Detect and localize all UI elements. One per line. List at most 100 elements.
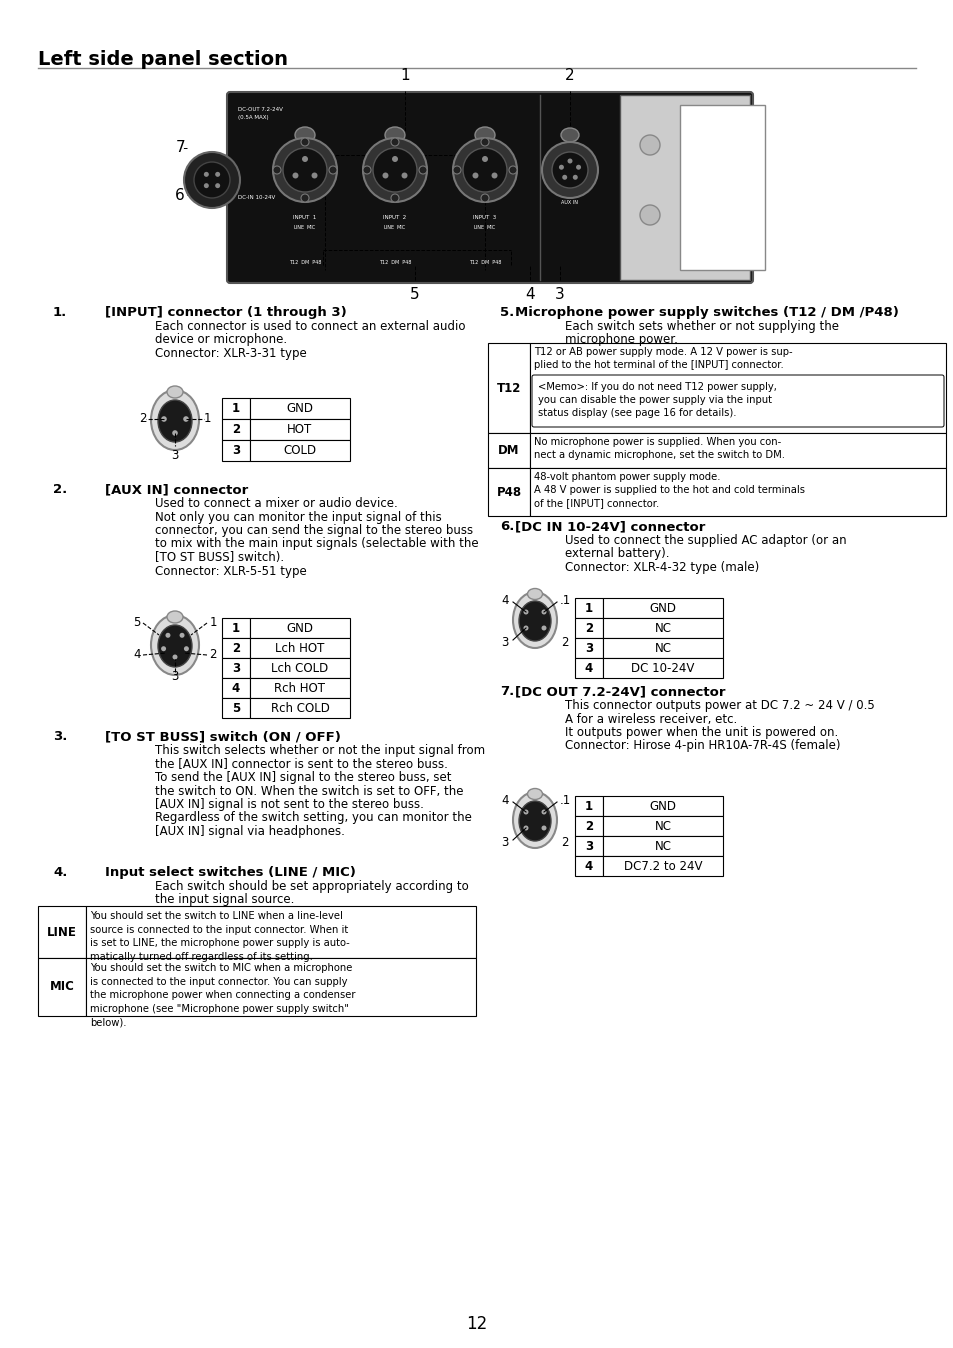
Text: 2: 2 [209,648,216,662]
FancyBboxPatch shape [222,678,250,698]
Circle shape [541,825,546,830]
Circle shape [215,183,220,189]
Circle shape [204,171,209,177]
Text: MIC: MIC [486,225,495,231]
Text: 2: 2 [139,412,147,426]
Circle shape [302,156,308,162]
Text: 48-volt phantom power supply mode.
A 48 V power is supplied to the hot and cold : 48-volt phantom power supply mode. A 48 … [534,472,804,508]
Circle shape [401,173,407,178]
Circle shape [301,137,309,146]
FancyBboxPatch shape [250,617,350,638]
FancyBboxPatch shape [86,906,476,958]
FancyBboxPatch shape [86,958,476,1016]
FancyBboxPatch shape [602,856,722,876]
Text: Left side panel section: Left side panel section [38,50,288,69]
Circle shape [472,173,478,178]
Text: P48: P48 [496,485,521,499]
Circle shape [689,205,709,225]
FancyBboxPatch shape [222,419,250,439]
Text: 4: 4 [584,860,593,872]
Text: [DC OUT 7.2-24V] connector: [DC OUT 7.2-24V] connector [515,685,724,698]
Text: Connector: XLR-5-51 type: Connector: XLR-5-51 type [154,565,307,577]
Ellipse shape [385,127,405,143]
Text: Microphone power supply switches (T12 / DM /P48): Microphone power supply switches (T12 / … [515,306,898,319]
Text: 5: 5 [133,616,140,630]
Text: 2: 2 [560,836,568,848]
Circle shape [639,205,659,225]
Text: LINE: LINE [473,225,484,231]
Text: 3: 3 [584,642,593,655]
Ellipse shape [560,128,578,142]
Text: 4: 4 [133,648,141,662]
Text: You should set the switch to MIC when a microphone
is connected to the input con: You should set the switch to MIC when a … [90,962,355,1027]
Text: T12  DM  P48: T12 DM P48 [289,260,321,266]
Text: the input signal source.: the input signal source. [154,894,294,906]
FancyBboxPatch shape [222,398,250,419]
Circle shape [572,175,578,179]
Text: LINE: LINE [294,225,304,231]
Text: You should set the switch to LINE when a line-level
source is connected to the i: You should set the switch to LINE when a… [90,911,350,962]
Circle shape [193,162,230,198]
FancyBboxPatch shape [575,658,602,678]
Text: DC-OUT 7.2-24V: DC-OUT 7.2-24V [237,106,283,112]
Text: Lch HOT: Lch HOT [275,642,324,655]
Text: 1.: 1. [53,306,67,319]
Text: 1: 1 [584,601,593,615]
FancyBboxPatch shape [602,638,722,658]
Circle shape [161,417,167,422]
Text: 2: 2 [560,635,568,648]
Text: 6: 6 [175,187,185,202]
FancyBboxPatch shape [38,906,86,958]
FancyBboxPatch shape [602,797,722,816]
Text: This connector outputs power at DC 7.2 ~ 24 V / 0.5: This connector outputs power at DC 7.2 ~… [564,700,874,712]
Circle shape [523,810,528,814]
FancyBboxPatch shape [250,638,350,658]
Text: 3.: 3. [53,731,68,743]
Circle shape [391,194,398,202]
Text: Regardless of the switch setting, you can monitor the: Regardless of the switch setting, you ca… [154,811,472,825]
Text: 1: 1 [209,616,216,630]
FancyBboxPatch shape [602,617,722,638]
FancyBboxPatch shape [602,658,722,678]
Text: 1: 1 [232,402,240,415]
Circle shape [183,417,189,422]
FancyBboxPatch shape [38,958,86,1016]
Text: 1: 1 [399,67,410,84]
Circle shape [481,156,488,162]
Text: 5: 5 [232,701,240,714]
Text: Each switch sets whether or not supplying the: Each switch sets whether or not supplyin… [564,319,838,333]
Text: DC 10-24V: DC 10-24V [631,662,694,674]
Circle shape [329,166,336,174]
Circle shape [541,810,546,814]
Text: T12 or AB power supply mode. A 12 V power is sup-
plied to the hot terminal of t: T12 or AB power supply mode. A 12 V powe… [534,346,792,371]
Text: [INPUT] connector (1 through 3): [INPUT] connector (1 through 3) [105,306,346,319]
Circle shape [363,166,371,174]
Text: the [AUX IN] connector is sent to the stereo buss.: the [AUX IN] connector is sent to the st… [154,758,447,771]
Text: connector, you can send the signal to the stereo buss: connector, you can send the signal to th… [154,524,473,537]
Circle shape [179,632,184,638]
Circle shape [204,183,209,189]
Ellipse shape [151,615,199,675]
Circle shape [215,171,220,177]
Text: .1: .1 [558,593,570,607]
FancyBboxPatch shape [602,599,722,617]
FancyBboxPatch shape [250,678,350,698]
Text: 4: 4 [525,287,535,302]
FancyBboxPatch shape [530,342,945,433]
Text: Used to connect the supplied AC adaptor (or an: Used to connect the supplied AC adaptor … [564,534,845,547]
Circle shape [165,632,171,638]
Text: 4: 4 [232,682,240,694]
Ellipse shape [167,386,183,398]
Circle shape [418,166,427,174]
Text: device or microphone.: device or microphone. [154,333,287,346]
Ellipse shape [527,789,542,799]
Text: 12: 12 [466,1316,487,1333]
FancyBboxPatch shape [250,398,350,419]
FancyBboxPatch shape [602,836,722,856]
Text: 4: 4 [500,593,508,607]
Text: T12  DM  P48: T12 DM P48 [468,260,500,266]
Circle shape [480,137,489,146]
FancyBboxPatch shape [602,816,722,836]
Text: DM: DM [497,443,519,457]
Ellipse shape [527,589,542,600]
